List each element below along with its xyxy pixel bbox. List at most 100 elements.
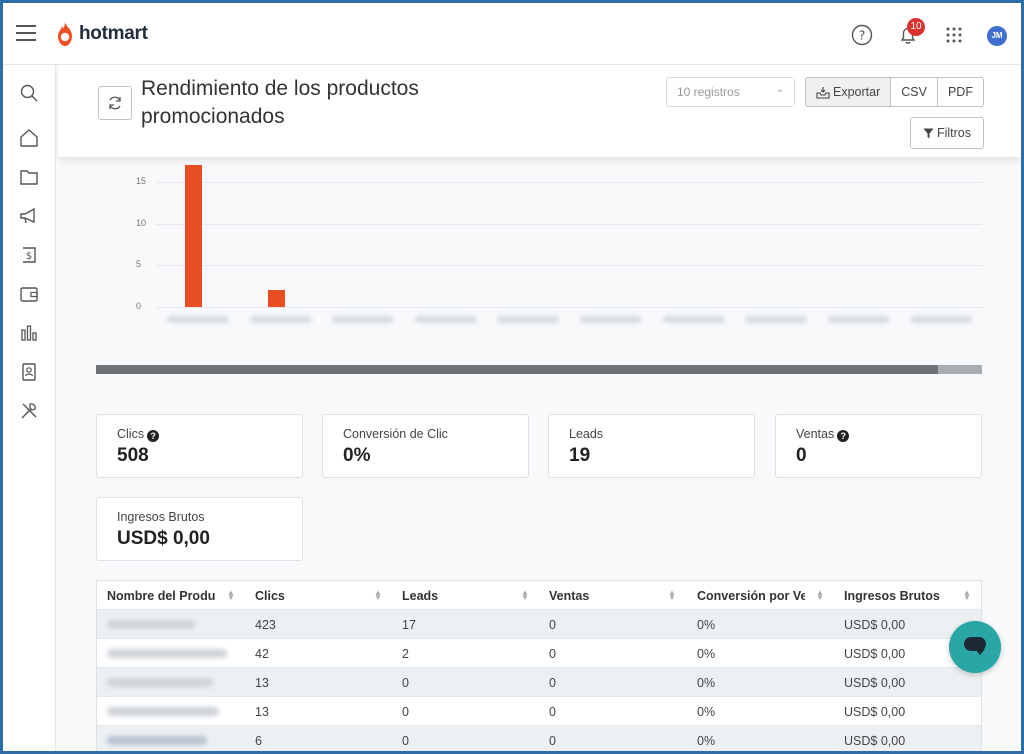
cell-ingresos: USD$ 0,00 bbox=[844, 647, 906, 661]
help-circle-icon[interactable]: ? bbox=[147, 430, 160, 442]
menu-icon[interactable] bbox=[16, 25, 36, 41]
table-row[interactable]: 423 17 0 0% USD$ 0,00 bbox=[97, 610, 981, 639]
table-header-row: Nombre del Producto ▲▼ Clics ▲▼ Leads ▲▼… bbox=[97, 581, 981, 610]
sort-icon[interactable]: ▲ ▼ bbox=[374, 588, 382, 602]
y-tick-label: 0 bbox=[136, 301, 142, 311]
cell-ingresos: USD$ 0,00 bbox=[844, 734, 906, 748]
kpi-value: 19 bbox=[569, 445, 591, 466]
main-content: Rendimiento de los productos promocionad… bbox=[56, 65, 1021, 751]
cell-clics: 6 bbox=[255, 734, 262, 748]
chat-support-button[interactable] bbox=[949, 621, 1001, 673]
chevron-down-icon: ⌄ bbox=[775, 84, 784, 95]
records-per-page-select[interactable]: 10 registros ⌄ bbox=[666, 77, 795, 107]
column-header-ventas[interactable]: Ventas bbox=[549, 589, 590, 603]
cell-clics: 42 bbox=[255, 647, 269, 661]
x-tick-label-redacted bbox=[166, 316, 229, 323]
cell-conversion: 0% bbox=[697, 618, 716, 632]
cell-conversion: 0% bbox=[697, 676, 716, 690]
top-bar: hotmart ? 10 JM bbox=[3, 3, 1021, 65]
cell-ventas: 0 bbox=[549, 734, 556, 748]
cell-ventas: 0 bbox=[549, 676, 556, 690]
y-tick-label: 15 bbox=[136, 176, 147, 186]
table-row[interactable]: 42 2 0 0% USD$ 0,00 bbox=[97, 639, 981, 668]
kpi-clics: Clics? 508 bbox=[96, 414, 303, 478]
sort-icon[interactable]: ▲ ▼ bbox=[963, 588, 971, 602]
redacted-product-name bbox=[107, 620, 195, 629]
help-icon[interactable]: ? bbox=[851, 24, 873, 46]
table-row[interactable]: 13 0 0 0% USD$ 0,00 bbox=[97, 697, 981, 726]
kpi-ingresos-brutos: Ingresos Brutos USD$ 0,00 bbox=[96, 497, 303, 561]
x-tick-label-redacted bbox=[497, 316, 560, 323]
table-row[interactable]: 13 0 0 0% USD$ 0,00 bbox=[97, 668, 981, 697]
funnel-icon bbox=[923, 128, 934, 138]
cell-leads: 0 bbox=[402, 734, 409, 748]
cell-conversion: 0% bbox=[697, 705, 716, 719]
sort-icon[interactable]: ▲ ▼ bbox=[521, 588, 529, 602]
cell-leads: 0 bbox=[402, 705, 409, 719]
folder-icon[interactable] bbox=[18, 166, 40, 188]
apps-grid-icon[interactable] bbox=[943, 24, 965, 46]
refresh-button[interactable] bbox=[98, 86, 132, 120]
export-button[interactable]: Exportar bbox=[805, 77, 892, 107]
column-header-nombre[interactable]: Nombre del Producto bbox=[107, 589, 215, 603]
export-label: Exportar bbox=[833, 85, 881, 99]
megaphone-icon[interactable] bbox=[18, 205, 40, 227]
table-row[interactable]: 6 0 0 0% USD$ 0,00 bbox=[97, 726, 981, 751]
flame-icon bbox=[58, 22, 72, 46]
x-tick-label-redacted bbox=[910, 316, 973, 323]
svg-text:?: ? bbox=[859, 29, 865, 43]
x-tick-label-redacted bbox=[745, 316, 808, 323]
sort-icon[interactable]: ▲ ▼ bbox=[668, 588, 676, 602]
help-circle-icon[interactable]: ? bbox=[837, 430, 850, 442]
cell-leads: 17 bbox=[402, 618, 416, 632]
cell-clics: 13 bbox=[255, 676, 269, 690]
chart-bar[interactable] bbox=[184, 165, 202, 307]
kpi-label: Clics? bbox=[117, 427, 160, 442]
chart-scrollbar-thumb[interactable] bbox=[96, 365, 938, 374]
cell-ingresos: USD$ 0,00 bbox=[844, 618, 906, 632]
kpi-ventas: Ventas? 0 bbox=[775, 414, 982, 478]
sort-icon[interactable]: ▲ ▼ bbox=[227, 588, 235, 602]
wallet-icon[interactable] bbox=[18, 283, 40, 305]
analytics-icon[interactable] bbox=[18, 322, 40, 344]
kpi-value: USD$ 0,00 bbox=[117, 528, 210, 549]
column-header-ingresos[interactable]: Ingresos Brutos bbox=[844, 589, 940, 603]
pdf-button[interactable]: PDF bbox=[937, 77, 984, 107]
column-header-clics[interactable]: Clics bbox=[255, 589, 285, 603]
cell-leads: 2 bbox=[402, 647, 409, 661]
cell-leads: 0 bbox=[402, 676, 409, 690]
report-header: Rendimiento de los productos promocionad… bbox=[58, 65, 1021, 157]
chat-bubble-tail bbox=[975, 649, 985, 655]
redacted-product-name bbox=[107, 736, 207, 745]
column-header-conversion[interactable]: Conversión por Ventas bbox=[697, 589, 805, 603]
csv-button[interactable]: CSV bbox=[891, 77, 938, 107]
x-tick-label-redacted bbox=[827, 316, 890, 323]
home-icon[interactable] bbox=[18, 127, 40, 149]
redacted-product-name bbox=[107, 707, 219, 716]
kpi-label: Conversión de Clic bbox=[343, 427, 448, 441]
user-avatar[interactable]: JM bbox=[987, 26, 1007, 46]
cell-ventas: 0 bbox=[549, 647, 556, 661]
kpi-leads: Leads 19 bbox=[548, 414, 755, 478]
kpi-value: 0% bbox=[343, 445, 371, 466]
filters-button[interactable]: Filtros bbox=[910, 117, 984, 149]
chart-bar[interactable] bbox=[267, 290, 285, 307]
redacted-product-name bbox=[107, 649, 227, 658]
tools-icon[interactable] bbox=[18, 400, 40, 422]
kpi-label: Ventas? bbox=[796, 427, 850, 442]
cell-conversion: 0% bbox=[697, 647, 716, 661]
export-button-group: Exportar CSV PDF bbox=[805, 77, 984, 107]
filters-label: Filtros bbox=[936, 126, 972, 140]
svg-text:$: $ bbox=[26, 251, 32, 262]
money-transfer-icon[interactable]: $ bbox=[18, 244, 40, 266]
records-per-page-value: 10 registros bbox=[677, 85, 740, 99]
brand-logo[interactable]: hotmart bbox=[55, 19, 148, 49]
column-header-leads[interactable]: Leads bbox=[402, 589, 439, 603]
search-icon[interactable] bbox=[18, 82, 40, 104]
sort-icon[interactable]: ▲ ▼ bbox=[816, 588, 824, 602]
contact-card-icon[interactable] bbox=[18, 361, 40, 383]
cell-clics: 423 bbox=[255, 618, 276, 632]
products-bar-chart: 0 5 10 15 bbox=[96, 157, 982, 357]
products-table: Nombre del Producto ▲▼ Clics ▲▼ Leads ▲▼… bbox=[96, 580, 982, 751]
